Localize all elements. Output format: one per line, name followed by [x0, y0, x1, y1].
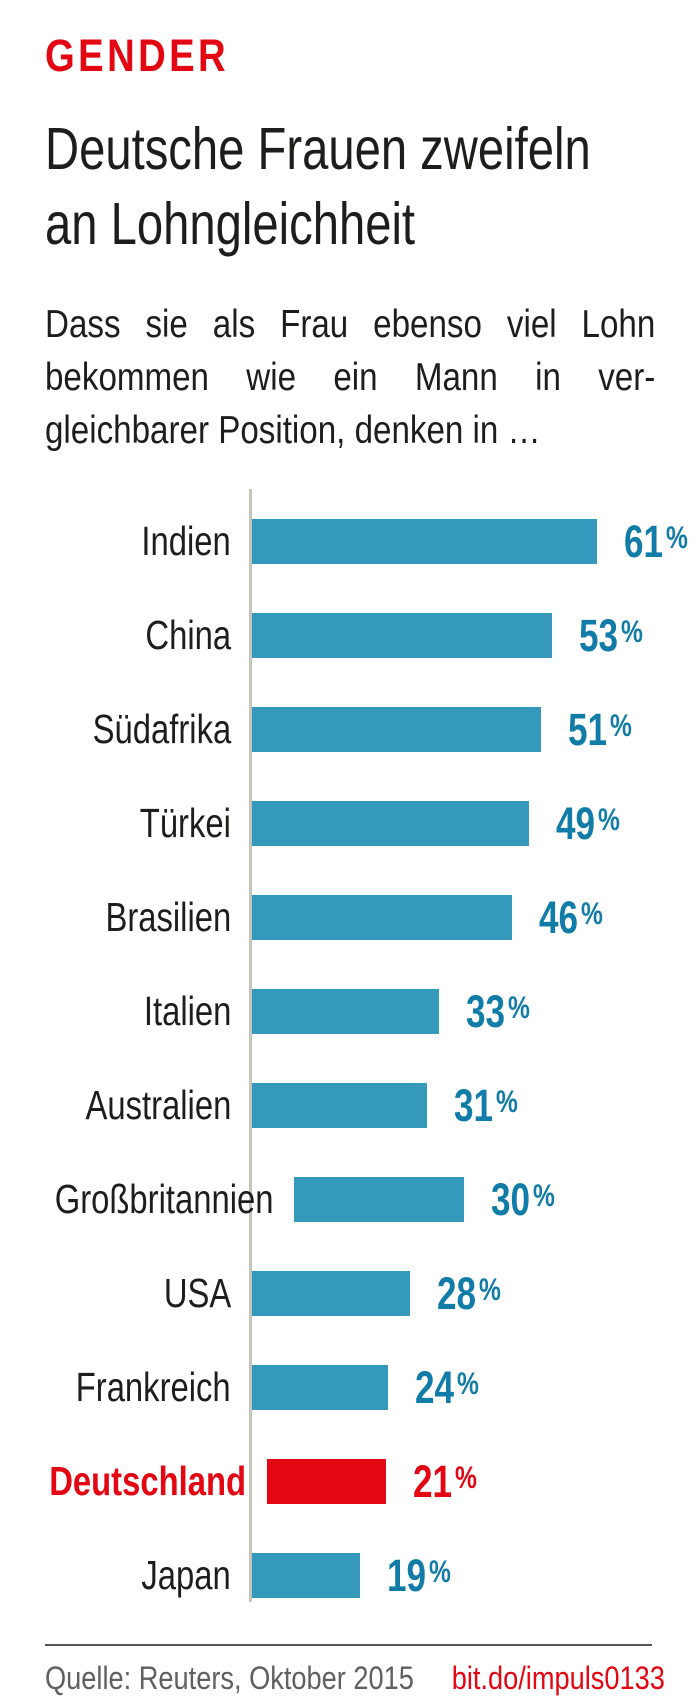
percent-sign: %	[597, 800, 620, 837]
bar	[294, 1177, 465, 1222]
bar	[252, 519, 597, 564]
category-label: Italien	[143, 988, 231, 1034]
bar-row: Japan 19%	[0, 1550, 697, 1601]
category-cell: Deutschland	[0, 1459, 246, 1504]
value-label: 33%	[466, 985, 530, 1037]
bar-row: Indien 61%	[0, 516, 697, 567]
bar-row: Australien 31%	[0, 1080, 697, 1131]
category-label: Japan	[141, 1552, 231, 1598]
percent-sign: %	[533, 1176, 556, 1213]
percent-sign: %	[478, 1270, 501, 1307]
subtitle-text: Dass sie als Frau ebenso viel Lohn bekom…	[45, 298, 655, 457]
source-link[interactable]: bit.do/impuls0133	[451, 1660, 665, 1696]
bar-row: Brasilien 46%	[0, 892, 697, 943]
category-label: Großbritannien	[54, 1176, 274, 1222]
bar	[252, 1083, 427, 1128]
bar-chart: Indien 61% China 53% Südafrika 51% Türke…	[0, 489, 697, 1602]
percent-sign: %	[495, 1082, 518, 1119]
bar-row: Türkei 49%	[0, 798, 697, 849]
percent-sign: %	[456, 1364, 479, 1401]
value-label: 61%	[624, 515, 688, 567]
category-cell: Indien	[0, 519, 231, 564]
value-label: 28%	[437, 1267, 501, 1319]
bar-rows: Indien 61% China 53% Südafrika 51% Türke…	[0, 489, 697, 1601]
value-label: 49%	[556, 797, 620, 849]
category-label: Südafrika	[92, 706, 231, 752]
value-label: 31%	[454, 1079, 518, 1131]
value-label: 24%	[415, 1361, 479, 1413]
percent-sign: %	[620, 612, 643, 649]
bar	[252, 801, 529, 846]
category-cell: USA	[0, 1271, 231, 1316]
bar-row: Deutschland 21%	[0, 1456, 697, 1507]
bar-row: Italien 33%	[0, 986, 697, 1037]
kicker-label: GENDER	[45, 30, 230, 81]
bar	[252, 895, 512, 940]
bar-row: USA 28%	[0, 1268, 697, 1319]
axis-line	[249, 489, 252, 1602]
bar	[252, 707, 541, 752]
value-label: 19%	[387, 1549, 451, 1601]
category-cell: Großbritannien	[0, 1176, 274, 1222]
category-cell: Türkei	[0, 801, 231, 846]
bar	[252, 613, 552, 658]
bar-row: Großbritannien 30%	[0, 1174, 697, 1225]
percent-sign: %	[455, 1458, 477, 1495]
page-title-line-1: Deutsche Frauen zweifeln	[45, 116, 591, 182]
page-title-line-2: an Lohngleichheit	[45, 191, 416, 257]
bar	[252, 1553, 360, 1598]
bar	[252, 1365, 388, 1410]
percent-sign: %	[665, 518, 688, 555]
category-label: Frankreich	[76, 1364, 231, 1410]
percent-sign: %	[609, 706, 632, 743]
category-cell: Südafrika	[0, 707, 231, 752]
value-label: 51%	[568, 703, 632, 755]
category-cell: China	[0, 613, 231, 658]
value-label: 21%	[413, 1455, 477, 1507]
percent-sign: %	[507, 988, 530, 1025]
subtitle-line-1: Dass sie als Frau ebenso viel Lohn	[45, 303, 656, 346]
subtitle-line-2: bekommen wie ein Mann in ver-	[45, 356, 656, 399]
bar-row: Südafrika 51%	[0, 704, 697, 755]
category-cell: Italien	[0, 989, 231, 1034]
percent-sign: %	[428, 1552, 451, 1589]
category-label: Brasilien	[105, 894, 231, 940]
category-cell: Frankreich	[0, 1365, 231, 1410]
category-label: Indien	[141, 518, 231, 564]
header: GENDER Deutsche Frauen zweifeln an Lohng…	[0, 0, 697, 457]
bar-row: Frankreich 24%	[0, 1362, 697, 1413]
category-cell: Brasilien	[0, 895, 231, 940]
bar	[252, 1271, 410, 1316]
footer-divider	[45, 1644, 652, 1646]
subtitle: Dass sie als Frau ebenso viel Lohn bekom…	[45, 298, 655, 457]
source-text: Quelle: Reuters, Oktober 2015	[45, 1660, 414, 1696]
percent-sign: %	[580, 894, 603, 931]
category-label: USA	[163, 1270, 231, 1316]
subtitle-line-3: gleichbarer Position, denken in …	[45, 409, 541, 452]
category-cell: Australien	[0, 1083, 231, 1128]
bar-row: China 53%	[0, 610, 697, 661]
category-cell: Japan	[0, 1553, 231, 1598]
category-label: Australien	[85, 1082, 231, 1128]
bar	[267, 1459, 387, 1504]
category-label: China	[145, 612, 231, 658]
page-title: Deutsche Frauen zweifeln an Lohngleichhe…	[45, 112, 652, 262]
bar	[252, 989, 439, 1034]
footer-text: Quelle: Reuters, Oktober 2015 bit.do/imp…	[45, 1660, 665, 1697]
value-label: 30%	[491, 1173, 556, 1225]
value-label: 46%	[539, 891, 603, 943]
value-label: 53%	[579, 609, 643, 661]
category-label: Deutschland	[49, 1458, 247, 1504]
category-label: Türkei	[139, 800, 231, 846]
